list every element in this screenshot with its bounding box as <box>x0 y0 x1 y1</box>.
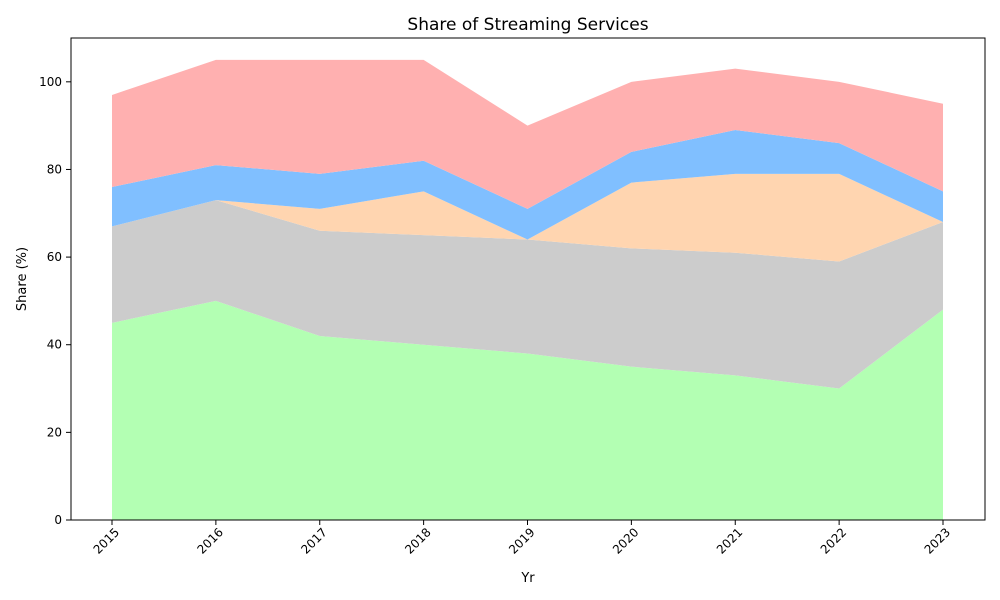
x-tick-label: 2016 <box>194 525 225 556</box>
area-series-3 <box>112 173 943 262</box>
y-tick-label: 100 <box>39 75 62 89</box>
y-axis: 0 20 40 60 80 100 <box>39 75 71 527</box>
x-tick-label: 2015 <box>91 525 122 556</box>
x-tick-label: 2019 <box>506 525 537 556</box>
y-axis-label: Share (%) <box>15 247 30 311</box>
area-series-5 <box>112 59 943 209</box>
x-tick-label: 2018 <box>402 525 433 556</box>
y-tick-label: 40 <box>47 338 62 352</box>
area-series-1 <box>112 300 943 520</box>
x-axis: 2015 2016 2017 2018 2019 2020 2021 2022 2023 <box>91 520 953 557</box>
y-tick-label: 60 <box>47 250 62 264</box>
x-tick-label: 2017 <box>298 525 329 556</box>
area-series-2 <box>112 200 943 389</box>
x-tick-label: 2023 <box>922 525 953 556</box>
y-tick-label: 20 <box>47 425 62 439</box>
y-tick-label: 0 <box>54 513 62 527</box>
chart-title: Share of Streaming Services <box>407 15 648 35</box>
x-tick-label: 2021 <box>714 525 745 556</box>
x-tick-label: 2022 <box>818 525 849 556</box>
area-series-4 <box>112 130 943 240</box>
x-tick-label: 2020 <box>610 525 641 556</box>
y-tick-label: 80 <box>47 162 62 176</box>
area-series-group <box>112 59 943 520</box>
x-axis-label: Yr <box>520 571 535 586</box>
